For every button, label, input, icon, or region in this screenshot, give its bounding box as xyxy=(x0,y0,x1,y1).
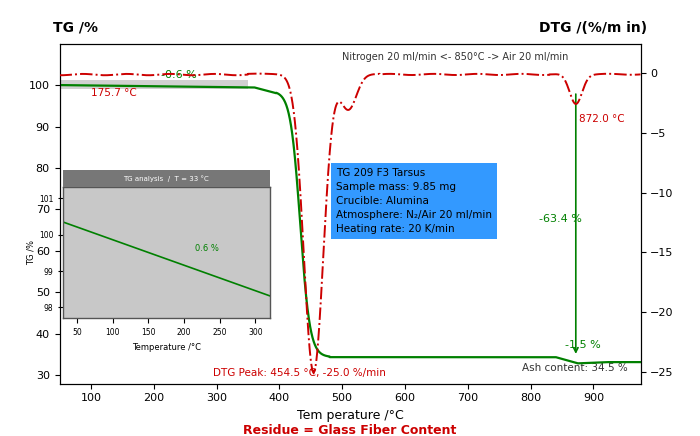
Text: 0.6 %: 0.6 % xyxy=(195,244,218,253)
Text: Nitrogen 20 ml/min <- 850°C -> Air 20 ml/min: Nitrogen 20 ml/min <- 850°C -> Air 20 ml… xyxy=(342,52,568,62)
X-axis label: Temperature /°C: Temperature /°C xyxy=(132,343,201,351)
Text: TG 209 F3 Tarsus
Sample mass: 9.85 mg
Crucible: Alumina
Atmosphere: N₂/Air 20 ml: TG 209 F3 Tarsus Sample mass: 9.85 mg Cr… xyxy=(336,168,492,234)
Text: -1.5 %: -1.5 % xyxy=(565,341,601,351)
Bar xyxy=(63,170,270,187)
Text: DTG /(%/m in): DTG /(%/m in) xyxy=(540,21,648,35)
X-axis label: Tem perature /°C: Tem perature /°C xyxy=(297,409,403,422)
Text: 175.7 °C: 175.7 °C xyxy=(91,88,136,98)
Text: Residue = Glass Fiber Content: Residue = Glass Fiber Content xyxy=(244,424,456,436)
Y-axis label: TG /%: TG /% xyxy=(27,240,36,266)
Text: -63.4 %: -63.4 % xyxy=(539,214,582,224)
Text: TG analysis  /  T = 33 °C: TG analysis / T = 33 °C xyxy=(123,176,209,182)
Bar xyxy=(60,80,248,89)
Text: -0.6 %: -0.6 % xyxy=(161,71,197,80)
Text: TG /%: TG /% xyxy=(52,21,97,35)
Text: Ash content: 34.5 %: Ash content: 34.5 % xyxy=(522,363,628,373)
Text: DTG Peak: 454.5 °C, -25.0 %/min: DTG Peak: 454.5 °C, -25.0 %/min xyxy=(214,368,386,378)
Text: 872.0 °C: 872.0 °C xyxy=(579,114,624,124)
